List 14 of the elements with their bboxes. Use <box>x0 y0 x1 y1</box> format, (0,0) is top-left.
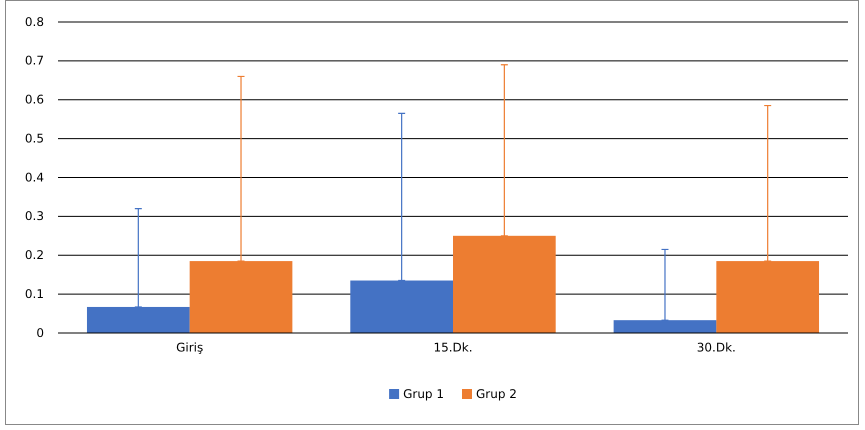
x-tick-label: 30.Dk. <box>696 340 736 355</box>
y-tick-label: 0.5 <box>24 131 44 146</box>
y-tick-label: 0.6 <box>24 92 44 107</box>
y-tick-label: 0.2 <box>24 248 44 262</box>
y-tick-label: 0.7 <box>24 54 44 68</box>
y-tick-label: 0.8 <box>24 14 44 29</box>
y-tick-label: 0.3 <box>24 209 44 224</box>
x-tick-label: Giriş <box>176 340 204 355</box>
y-tick-label: 0.4 <box>24 170 44 184</box>
legend-label: Grup 2 <box>476 387 517 401</box>
y-tick-label: 0 <box>36 326 44 340</box>
x-tick-label: 15.Dk. <box>433 340 473 355</box>
y-tick-label: 0.1 <box>24 286 44 301</box>
legend-label: Grup 1 <box>403 387 444 401</box>
